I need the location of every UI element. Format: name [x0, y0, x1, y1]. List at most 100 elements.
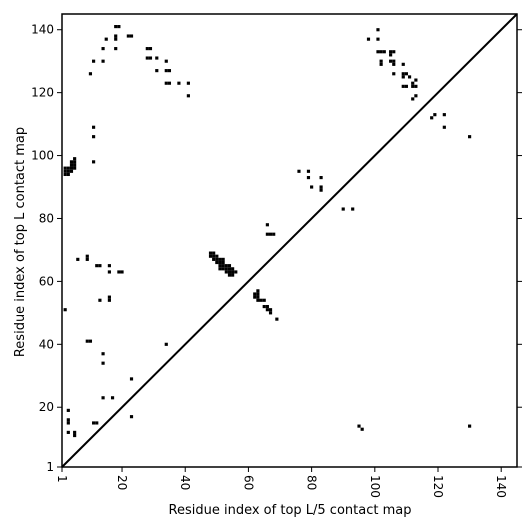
contact-point	[92, 125, 96, 129]
contact-point	[442, 125, 446, 129]
contact-point	[401, 72, 405, 76]
x-tick-label: 100	[368, 475, 382, 498]
contact-point	[98, 298, 102, 302]
contact-point	[319, 188, 323, 192]
contact-point	[442, 113, 446, 117]
contact-point	[275, 317, 279, 321]
contact-point	[256, 289, 260, 293]
contact-point	[306, 169, 311, 173]
x-tick-label: 1	[55, 475, 69, 483]
contact-point	[107, 270, 111, 274]
contact-point	[376, 28, 380, 32]
contact-point	[92, 421, 96, 425]
contact-point	[186, 94, 190, 98]
contact-point	[265, 232, 269, 236]
contact-point	[101, 47, 105, 51]
diagonal-line	[61, 13, 518, 468]
contact-point	[164, 69, 168, 73]
contact-point	[319, 185, 323, 189]
contact-point	[253, 292, 257, 296]
contact-point	[227, 267, 232, 271]
contact-point	[66, 166, 70, 170]
contact-point	[221, 257, 225, 261]
y-tick-label: 1	[46, 460, 54, 474]
contact-point	[262, 298, 266, 302]
contact-point	[69, 160, 74, 164]
contact-point	[73, 163, 77, 167]
plot-frame	[61, 13, 518, 468]
contact-point	[66, 169, 70, 173]
contact-point	[411, 97, 415, 101]
contact-point	[392, 59, 396, 63]
contact-point	[392, 62, 396, 66]
contact-point	[224, 270, 228, 274]
contact-point	[114, 47, 118, 51]
x-axis-label: Residue index of top L/5 contact map	[169, 503, 412, 518]
contact-point	[73, 433, 77, 438]
contact-point	[268, 308, 273, 312]
x-tick-label: 120	[431, 475, 445, 498]
contact-point	[392, 50, 396, 54]
contact-point	[148, 47, 153, 51]
contact-point	[360, 427, 364, 431]
contact-point	[414, 78, 418, 82]
contact-point	[88, 339, 93, 343]
contact-point	[224, 267, 228, 271]
contact-point	[164, 342, 168, 346]
contact-point	[357, 424, 361, 428]
contact-point	[98, 264, 102, 268]
y-tick-label: 100	[31, 149, 54, 163]
contact-point	[167, 81, 172, 85]
contact-point	[212, 254, 216, 258]
contact-point	[155, 69, 159, 73]
contact-point	[212, 251, 216, 255]
contact-point	[66, 408, 70, 412]
contact-point	[221, 267, 225, 271]
x-tick-label: 80	[305, 475, 319, 490]
contact-point	[95, 264, 99, 268]
contact-point	[256, 295, 260, 299]
contact-point	[215, 260, 219, 265]
contact-point	[126, 34, 130, 38]
contact-point	[259, 298, 263, 302]
contact-point	[218, 267, 222, 271]
contact-point	[218, 264, 222, 268]
contact-point	[218, 260, 222, 265]
contact-point	[117, 25, 121, 29]
contact-point	[66, 418, 70, 422]
contact-point	[66, 421, 70, 425]
contact-point	[208, 254, 213, 258]
contact-point	[73, 160, 77, 164]
y-tick-label: 120	[31, 86, 54, 100]
contact-point	[253, 295, 257, 299]
y-tick-label: 40	[39, 337, 54, 351]
contact-point	[265, 223, 269, 227]
contact-point	[63, 169, 67, 173]
contact-point	[92, 135, 96, 139]
contact-point	[95, 421, 99, 425]
contact-point	[101, 352, 105, 356]
contact-point	[145, 56, 149, 60]
contact-point	[379, 59, 383, 63]
contact-point	[208, 251, 213, 255]
contact-point	[310, 185, 314, 189]
contact-point	[76, 257, 80, 261]
contact-point	[101, 361, 105, 365]
contact-point	[85, 254, 89, 258]
contact-point	[63, 172, 67, 177]
contact-point	[231, 270, 235, 274]
contact-point	[73, 157, 77, 161]
contact-point	[92, 160, 96, 164]
contact-point	[227, 264, 232, 268]
contact-point	[389, 59, 393, 63]
contact-point	[224, 264, 228, 268]
contact-point	[468, 424, 472, 428]
contact-point	[101, 396, 105, 400]
contact-point	[69, 163, 74, 167]
contact-point	[389, 50, 393, 54]
contact-point	[297, 169, 301, 173]
contact-point	[120, 270, 124, 274]
contact-point	[404, 84, 408, 88]
